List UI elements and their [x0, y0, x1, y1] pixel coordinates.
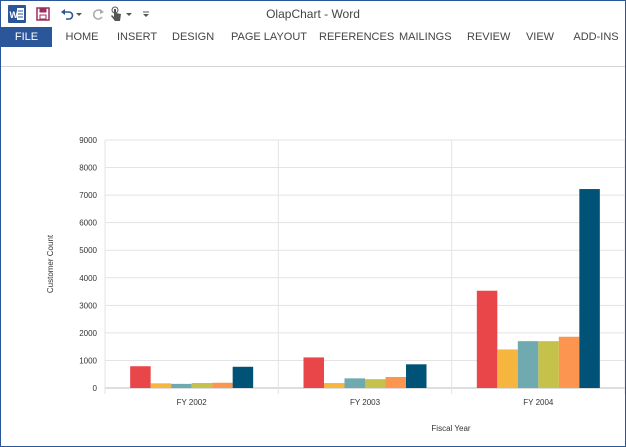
bar	[579, 189, 600, 388]
bar	[150, 383, 172, 388]
tab-page-layout[interactable]: PAGE LAYOUT	[231, 31, 308, 43]
y-tick-label: 2000	[79, 329, 97, 338]
olap-chart: 0 1000 2000 3000 4000 5000 6000 7000 8000 9000 FY …	[46, 136, 625, 433]
tab-view[interactable]: VIEW	[525, 31, 555, 43]
bar	[344, 378, 365, 388]
x-tick-label: FY 2004	[523, 398, 554, 407]
tab-file[interactable]: FILE	[1, 27, 52, 47]
tab-insert[interactable]: INSERT	[117, 31, 158, 43]
y-tick-label: 4000	[79, 274, 97, 283]
undo-icon[interactable]	[59, 5, 75, 23]
title-bar: W	[1, 1, 625, 27]
bar	[406, 364, 427, 388]
bar	[130, 366, 151, 388]
y-tick-label: 6000	[79, 219, 97, 228]
tab-mailings[interactable]: MAILINGS	[399, 31, 452, 43]
x-tick-label: FY 2003	[350, 398, 381, 407]
word-logo-icon[interactable]: W	[8, 5, 26, 23]
tab-design[interactable]: DESIGN	[172, 31, 215, 43]
y-tick-label: 5000	[79, 246, 97, 255]
tab-references[interactable]: REFERENCES	[319, 31, 395, 43]
undo-dropdown-icon[interactable]	[75, 5, 83, 23]
bar	[212, 382, 233, 388]
bar	[365, 379, 386, 388]
y-tick-label: 0	[93, 384, 98, 393]
bar	[385, 376, 406, 388]
y-tick-label: 9000	[79, 136, 97, 145]
y-tick-label: 7000	[79, 191, 97, 200]
y-tick-label: 1000	[79, 356, 97, 365]
bar	[517, 341, 539, 388]
ribbon-tabs: FILE HOME INSERT DESIGN PAGE LAYOUT REFE…	[1, 27, 625, 48]
bar	[232, 366, 254, 388]
y-tick-label: 8000	[79, 164, 97, 173]
bar	[324, 383, 345, 388]
touch-mode-icon[interactable]	[109, 5, 123, 23]
tab-home[interactable]: HOME	[65, 31, 99, 43]
touch-dropdown-icon[interactable]	[125, 5, 133, 23]
bar	[191, 383, 213, 388]
y-axis-title: Customer Count	[46, 234, 55, 293]
tab-review[interactable]: REVIEW	[467, 31, 511, 43]
bar	[497, 349, 518, 388]
bar	[538, 341, 559, 388]
y-tick-label: 3000	[79, 301, 97, 310]
x-tick-label: FY 2002	[177, 398, 208, 407]
x-axis-title: Fiscal Year	[431, 424, 470, 433]
bar	[558, 336, 580, 388]
tab-add-ins[interactable]: ADD-INS	[573, 31, 619, 43]
bar	[303, 357, 324, 388]
bar	[171, 383, 192, 388]
redo-icon[interactable]	[91, 5, 105, 23]
window-title: OlapChart - Word	[266, 7, 360, 21]
save-icon[interactable]	[34, 5, 52, 23]
bar	[476, 290, 498, 388]
svg-text:W: W	[10, 10, 19, 20]
ribbon-body	[1, 48, 625, 67]
customize-toolbar-icon[interactable]	[141, 5, 151, 23]
